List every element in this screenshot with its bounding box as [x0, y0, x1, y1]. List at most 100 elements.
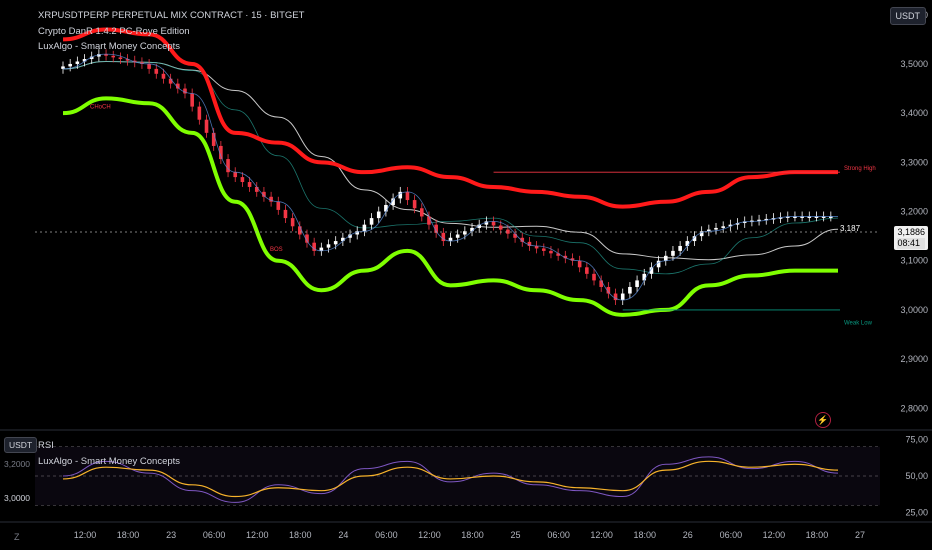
candle-body — [498, 225, 503, 230]
candle-body — [89, 56, 94, 60]
candle-body — [262, 191, 266, 197]
x-tick-label: 18:00 — [633, 530, 656, 540]
candle-body — [570, 258, 575, 261]
candle-body — [470, 227, 474, 232]
candle-body — [441, 232, 446, 242]
candle-body — [333, 241, 338, 245]
candle-body — [549, 250, 553, 254]
smc-annotation: CHoCH — [90, 104, 111, 110]
candle-body — [534, 245, 539, 249]
candle-body — [628, 286, 632, 294]
candle-body — [527, 241, 532, 246]
candle-body — [477, 224, 482, 228]
y-tick-label: 2,9000 — [900, 354, 928, 364]
candle-body — [577, 260, 582, 268]
candle-body — [829, 216, 833, 218]
candle-body — [176, 83, 180, 89]
candle-body — [82, 59, 87, 62]
candle-body — [269, 196, 273, 202]
rsi-y-tick-label: 75,00 — [905, 434, 928, 444]
x-tick-label: 18:00 — [117, 530, 140, 540]
x-tick-label: 18:00 — [461, 530, 484, 540]
candle-body — [455, 234, 460, 238]
candle-body — [68, 63, 72, 67]
candle-body — [161, 73, 166, 79]
candle-body — [800, 216, 804, 218]
candle-body — [298, 226, 302, 235]
candle-body — [821, 216, 826, 218]
ma-mid-line — [62, 61, 839, 275]
rsi-band — [35, 446, 880, 506]
candle-body — [147, 63, 151, 69]
candle-body — [692, 236, 697, 242]
rsi-y-tick-label: 50,00 — [905, 471, 928, 481]
candle-body — [290, 218, 295, 227]
candle-body — [283, 209, 288, 219]
candle-body — [721, 226, 725, 228]
pane2-left-label-b: 3,0000 — [4, 493, 30, 503]
candle-body — [785, 216, 790, 218]
candle-body — [556, 253, 560, 256]
rsi-legend[interactable]: RSI — [38, 440, 54, 451]
x-tick-label: 12:00 — [74, 530, 97, 540]
lightning-icon[interactable]: ⚡ — [815, 412, 831, 428]
candle-body — [233, 172, 238, 178]
indicator-legend-2[interactable]: LuxAlgo - Smart Money Concepts — [38, 41, 181, 52]
candle-body — [599, 280, 603, 287]
candle-body — [204, 119, 209, 133]
last-price-tag: 3,1886 08:41 — [894, 226, 928, 250]
candle-body — [118, 57, 123, 60]
symbol-title: XRPUSDTPERP PERPETUAL MIX CONTRACT · 15 … — [38, 10, 305, 21]
candle-body — [226, 159, 230, 173]
candle-body — [341, 237, 345, 242]
candle-body — [707, 229, 711, 232]
candle-body — [642, 273, 647, 281]
candle-body — [563, 255, 568, 259]
x-tick-label: 06:00 — [547, 530, 570, 540]
candle-body — [434, 224, 438, 233]
pane2-indicator-legend[interactable]: LuxAlgo - Smart Money Concepts — [38, 456, 181, 467]
candle-body — [362, 224, 367, 232]
candle-body — [183, 88, 187, 94]
candle-body — [613, 293, 618, 301]
candle-body — [635, 280, 639, 287]
candle-body — [793, 216, 797, 218]
candle-body — [247, 182, 252, 187]
indicator-legend-1[interactable]: Crypto DanR 1.4.2 PC-Roye Edition — [38, 26, 190, 37]
candle-body — [620, 293, 625, 301]
y-tick-label: 3,2000 — [900, 207, 928, 217]
smc-annotation: Weak Low — [844, 321, 873, 327]
candle-body — [699, 231, 704, 237]
candle-body — [211, 132, 216, 146]
rsi-ma-line — [62, 460, 839, 498]
candle-body — [807, 216, 812, 218]
candle-body — [671, 250, 675, 256]
candle-body — [585, 267, 589, 274]
candle-body — [592, 273, 596, 281]
candle-body — [276, 201, 281, 210]
candle-body — [190, 93, 194, 107]
y-tick-label: 3,4000 — [900, 108, 928, 118]
pane2-currency-button[interactable]: USDT — [4, 437, 38, 453]
x-tick-label: 23 — [166, 530, 176, 540]
candle-body — [384, 204, 388, 212]
currency-button[interactable]: USDT — [889, 7, 926, 25]
y-tick-label: 3,3000 — [900, 157, 928, 167]
candle-body — [219, 145, 223, 160]
candle-body — [491, 221, 496, 226]
candle-body — [168, 78, 173, 84]
x-tick-label: 12:00 — [763, 530, 786, 540]
candle-body — [104, 54, 108, 56]
candle-body — [484, 221, 489, 225]
candle-body — [412, 200, 417, 209]
candle-body — [419, 208, 424, 217]
candle-body — [125, 59, 130, 61]
candle-body — [398, 191, 403, 199]
candle-body — [541, 248, 546, 251]
lower-band-line — [62, 96, 838, 317]
x-tick-label: 06:00 — [720, 530, 743, 540]
last-price-value: 3,1886 — [897, 227, 925, 237]
candle-body — [513, 233, 517, 238]
candle-body — [369, 218, 374, 225]
